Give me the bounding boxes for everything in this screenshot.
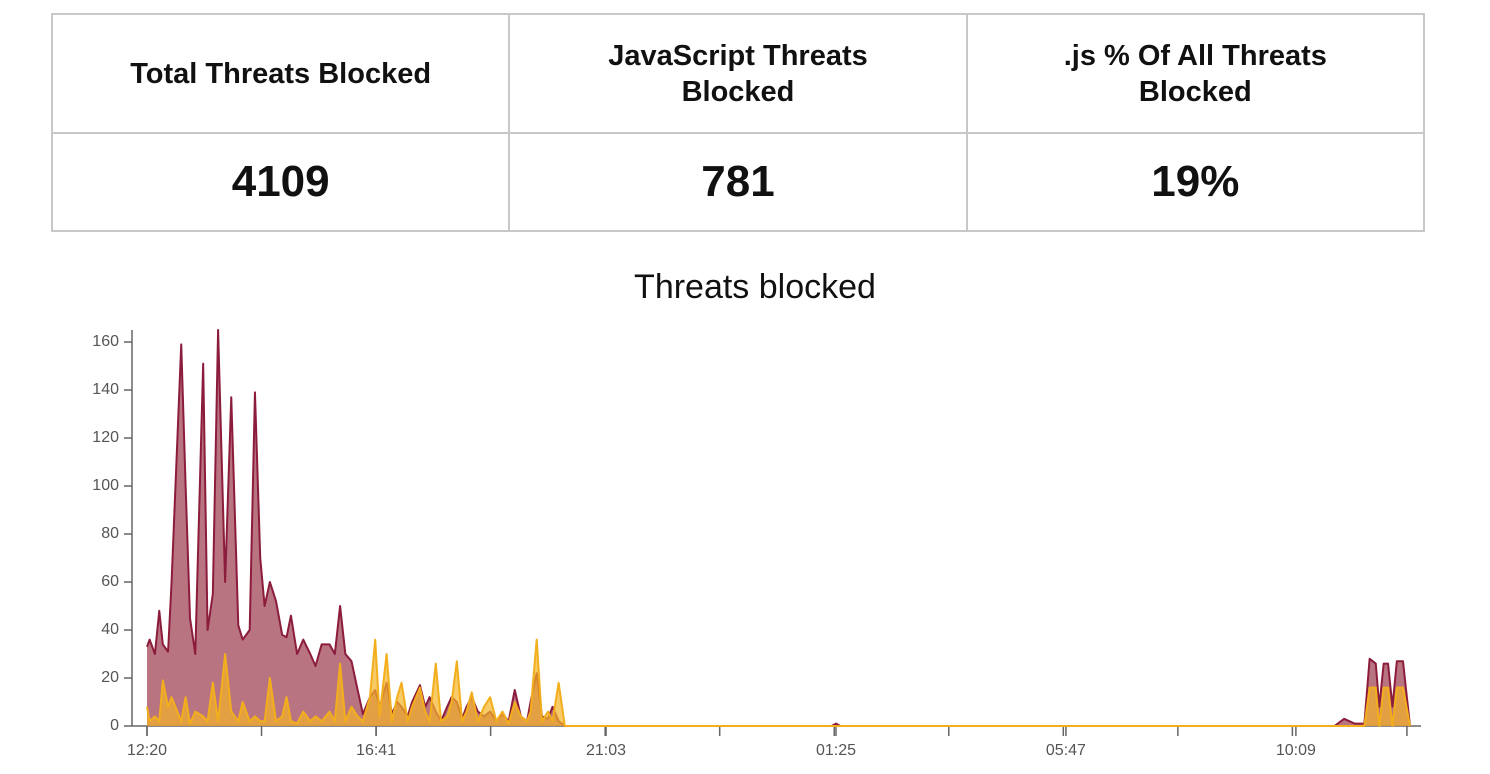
header-cell: Total Threats Blocked	[50, 13, 511, 134]
x-tick-label: 12:20	[127, 742, 167, 759]
value-cell: 781	[508, 132, 968, 232]
chart-title: Threats blocked	[634, 268, 876, 306]
x-tick-label: 10:09	[1276, 742, 1316, 759]
area-line	[146, 638, 1411, 727]
header-cell: JavaScript Threats Blocked	[508, 13, 968, 134]
value-row: 4109 781 19%	[50, 132, 1426, 232]
y-tick-label: 100	[92, 477, 119, 494]
y-tick-label: 60	[101, 573, 119, 590]
header-cell: .js % Of All Threats Blocked	[965, 13, 1426, 134]
y-tick-label: 160	[92, 333, 119, 350]
x-tick-label: 16:41	[356, 742, 396, 759]
header-row: Total Threats Blocked JavaScript Threats…	[50, 13, 1426, 134]
x-tick-label: 05:47	[1046, 742, 1086, 759]
area-fill	[147, 639, 1410, 726]
stats-table: Total Threats Blocked JavaScript Threats…	[50, 13, 1426, 232]
x-tick-label: 21:03	[586, 742, 626, 759]
y-tick-label: 140	[92, 381, 119, 398]
y-tick-label: 0	[110, 717, 119, 734]
y-tick-label: 80	[101, 525, 119, 542]
x-tick-label: 01:25	[816, 742, 856, 759]
y-tick-label: 120	[92, 429, 119, 446]
y-tick-label: 20	[101, 669, 119, 686]
y-tick-label: 40	[101, 621, 119, 638]
value-cell: 19%	[965, 132, 1426, 232]
value-cell: 4109	[50, 132, 511, 232]
area-fill	[147, 330, 1410, 726]
